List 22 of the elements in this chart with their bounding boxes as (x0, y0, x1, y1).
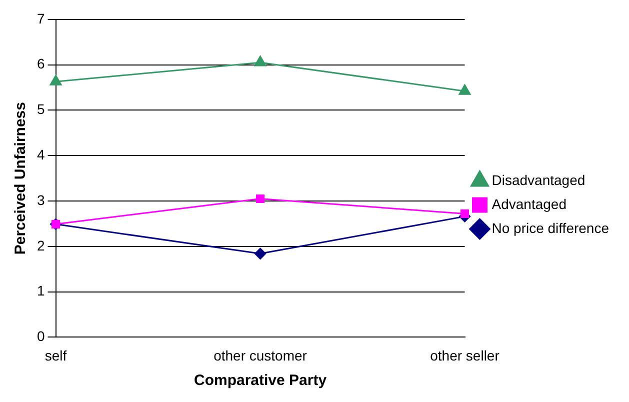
x-tick-label: other customer (214, 347, 308, 364)
legend-label: No price difference (492, 220, 610, 236)
y-tick-label: 6 (36, 56, 45, 72)
point (254, 248, 266, 260)
point (460, 209, 470, 218)
y-tick-label: 3 (36, 192, 45, 208)
y-tick-label: 1 (36, 282, 45, 299)
y-tick-label: 7 (36, 10, 45, 26)
y-tick-label: 4 (36, 146, 45, 162)
legend-label: Disadvantaged (492, 172, 586, 188)
y-tick-label: 0 (36, 328, 45, 344)
y-tick-label: 5 (36, 101, 45, 118)
point (458, 84, 471, 95)
x-axis-title: Comparative Party (194, 372, 328, 390)
x-tick-label: other seller (430, 347, 500, 364)
point (256, 194, 265, 204)
point (254, 56, 266, 66)
y-axis-title: Perceived Unfairness (12, 102, 30, 255)
legend-label: Advantaged (492, 196, 566, 212)
x-tick-label: self (44, 347, 67, 364)
y-tick-label: 2 (36, 237, 45, 254)
point (50, 74, 62, 86)
